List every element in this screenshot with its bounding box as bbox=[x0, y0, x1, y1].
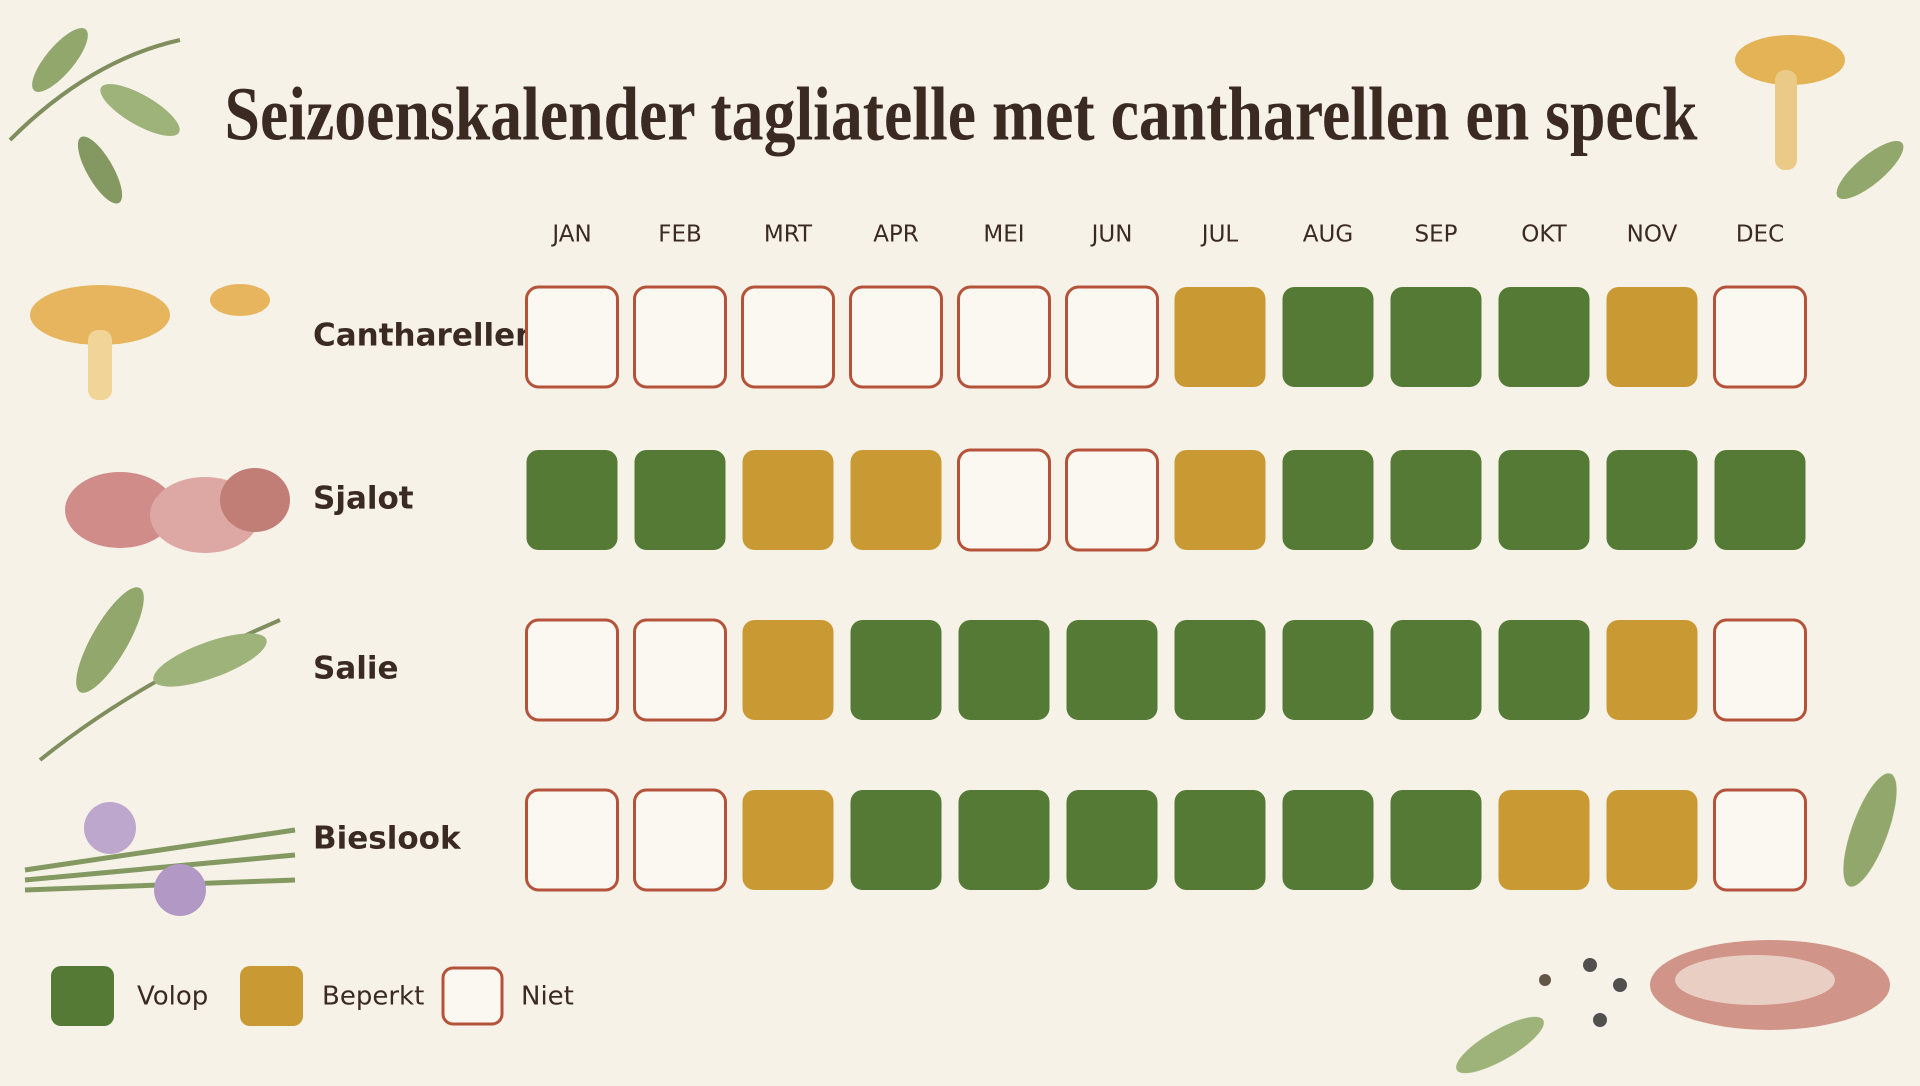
month-label: NOV bbox=[1627, 222, 1678, 248]
season-cell bbox=[1174, 620, 1266, 720]
season-cell bbox=[1606, 620, 1698, 720]
legend-label: Volop bbox=[137, 982, 208, 1012]
season-cell bbox=[1174, 287, 1266, 387]
month-label: DEC bbox=[1736, 222, 1784, 248]
season-cell bbox=[1066, 620, 1158, 720]
season-cell bbox=[633, 285, 727, 389]
month-label: JUN bbox=[1090, 222, 1133, 248]
month-label: MEI bbox=[983, 222, 1024, 248]
season-cell bbox=[1713, 285, 1807, 389]
month-label: AUG bbox=[1303, 222, 1353, 248]
season-cell bbox=[1606, 287, 1698, 387]
season-cell bbox=[1174, 790, 1266, 890]
season-cell bbox=[850, 620, 942, 720]
month-label: OKT bbox=[1521, 222, 1567, 248]
month-label: JUL bbox=[1200, 222, 1239, 248]
season-cell bbox=[1282, 790, 1374, 890]
season-cell bbox=[1713, 788, 1807, 892]
decorations bbox=[8, 28, 1904, 1074]
month-label: MRT bbox=[764, 222, 813, 248]
title: Seizoenskalender tagliatelle met canthar… bbox=[225, 72, 1699, 156]
month-label: JAN bbox=[550, 222, 591, 248]
legend-label: Niet bbox=[521, 982, 574, 1012]
season-cell bbox=[633, 788, 727, 892]
season-cell bbox=[1174, 450, 1266, 550]
season-cell bbox=[1498, 620, 1590, 720]
month-label: SEP bbox=[1414, 222, 1457, 248]
month-label: APR bbox=[873, 222, 919, 248]
season-cell bbox=[633, 618, 727, 722]
season-cell bbox=[849, 285, 943, 389]
season-cell bbox=[850, 790, 942, 890]
season-cell bbox=[1713, 618, 1807, 722]
season-cell bbox=[1390, 790, 1482, 890]
season-cell bbox=[850, 450, 942, 550]
season-cell bbox=[525, 285, 619, 389]
season-cell bbox=[742, 450, 834, 550]
season-cell bbox=[1498, 790, 1590, 890]
season-cell bbox=[1282, 450, 1374, 550]
season-cell bbox=[1606, 790, 1698, 890]
season-cell bbox=[525, 788, 619, 892]
season-cell bbox=[1390, 620, 1482, 720]
season-cell bbox=[1065, 285, 1159, 389]
season-cell bbox=[1390, 287, 1482, 387]
season-cell bbox=[957, 285, 1051, 389]
season-cell bbox=[1498, 287, 1590, 387]
season-cell bbox=[1282, 620, 1374, 720]
season-cell bbox=[741, 285, 835, 389]
season-cell bbox=[1606, 450, 1698, 550]
legend-label: Beperkt bbox=[322, 982, 424, 1012]
season-cell bbox=[742, 790, 834, 890]
season-cell bbox=[1282, 287, 1374, 387]
season-cell bbox=[958, 790, 1050, 890]
row-label: Salie bbox=[313, 651, 399, 687]
row-label: Bieslook bbox=[313, 821, 462, 857]
legend-swatch bbox=[240, 966, 303, 1026]
season-cell bbox=[634, 450, 726, 550]
season-cell bbox=[1390, 450, 1482, 550]
legend-swatch bbox=[51, 966, 114, 1026]
season-cell bbox=[1065, 448, 1159, 552]
season-cell bbox=[526, 450, 618, 550]
row-label: Sjalot bbox=[313, 481, 414, 517]
season-cell bbox=[958, 620, 1050, 720]
season-cell bbox=[1714, 450, 1806, 550]
season-cell bbox=[1498, 450, 1590, 550]
season-cell bbox=[742, 620, 834, 720]
season-cell bbox=[525, 618, 619, 722]
row-label: Cantharellen bbox=[313, 318, 537, 354]
season-cell bbox=[1066, 790, 1158, 890]
legend-swatch bbox=[441, 966, 504, 1026]
season-cell bbox=[957, 448, 1051, 552]
month-label: FEB bbox=[658, 222, 702, 248]
